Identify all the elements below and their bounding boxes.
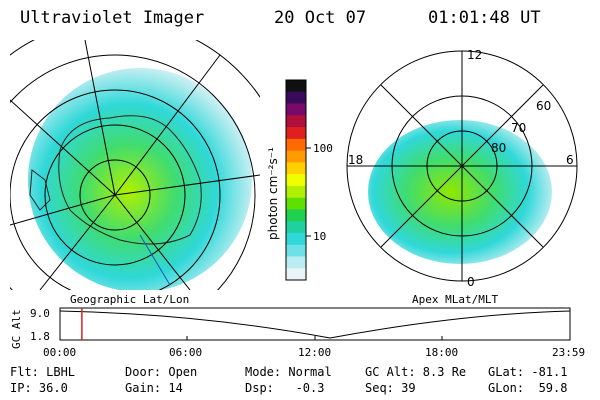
instrument-title: Ultraviolet Imager bbox=[20, 8, 205, 28]
colorbar-segment bbox=[286, 80, 306, 93]
colorbar-segment bbox=[286, 127, 306, 140]
status-dsp: Dsp: -0.3 bbox=[245, 381, 325, 395]
colorbar-segment bbox=[286, 268, 306, 281]
status-glon: GLon: 59.8 bbox=[488, 381, 568, 395]
antarctica-coastline bbox=[58, 115, 202, 245]
colorbar-segment bbox=[286, 232, 306, 246]
left-geographic-map bbox=[10, 40, 260, 290]
colorbar-segment bbox=[286, 103, 306, 116]
colorbar-segment bbox=[286, 256, 306, 269]
mlt-label-12: 12 bbox=[467, 48, 482, 62]
colorbar-segment bbox=[286, 150, 306, 163]
colorbar bbox=[286, 80, 306, 281]
altitude-ytick-high: 9.0 bbox=[30, 307, 50, 320]
altitude-ylabel: GC Alt bbox=[10, 309, 23, 349]
colorbar-segment bbox=[286, 221, 306, 234]
terminator-line bbox=[139, 234, 171, 286]
time-label: 01:01:48 UT bbox=[428, 8, 541, 28]
altitude-ytick-low: 1.8 bbox=[30, 330, 50, 343]
altitude-curve bbox=[59, 310, 571, 339]
mlt-label-18: 18 bbox=[348, 153, 363, 167]
status-door: Door: Open bbox=[125, 365, 198, 379]
xtick-1200: 12:00 bbox=[298, 346, 331, 359]
colorbar-segment bbox=[286, 244, 306, 257]
colorbar-segment bbox=[286, 115, 306, 128]
status-glat: GLat: -81.1 bbox=[488, 365, 568, 379]
mlt-label-6: 6 bbox=[566, 153, 574, 167]
colorbar-segment bbox=[286, 91, 306, 105]
xtick-2359: 23:59 bbox=[552, 346, 585, 359]
mlat-label-80: 80 bbox=[491, 141, 506, 155]
xtick-1800: 18:00 bbox=[425, 346, 458, 359]
left-lon-lines bbox=[10, 40, 260, 290]
peninsula-coastline bbox=[29, 169, 51, 211]
colorbar-label-100: 100 bbox=[313, 142, 333, 155]
status-ip: IP: 36.0 bbox=[10, 381, 68, 395]
colorbar-segment bbox=[286, 185, 306, 199]
status-flt: Flt: LBHL bbox=[10, 365, 76, 379]
altitude-xticks-marks bbox=[186, 336, 443, 340]
right-aurora-image bbox=[368, 120, 552, 264]
left-map-caption: Geographic Lat/Lon bbox=[70, 293, 189, 306]
status-seq: Seq: 39 bbox=[365, 381, 416, 395]
colorbar-frame bbox=[285, 79, 307, 281]
date-label: 20 Oct 07 bbox=[274, 8, 367, 28]
colorbar-segment bbox=[286, 209, 306, 222]
mlat-label-60: 60 bbox=[536, 99, 551, 113]
xtick-0600: 06:00 bbox=[169, 346, 202, 359]
status-gain: Gain: 14 bbox=[125, 381, 183, 395]
right-mlt-lines bbox=[347, 51, 577, 281]
colorbar-label-10: 10 bbox=[313, 230, 326, 243]
mlat-label-70: 70 bbox=[511, 121, 526, 135]
right-apex-map: 12 18 6 0 60 70 80 bbox=[346, 48, 578, 289]
colorbar-segment bbox=[286, 197, 306, 210]
colorbar-units: photon cm⁻²s⁻¹ bbox=[266, 147, 280, 240]
left-lat-circles bbox=[10, 40, 260, 290]
colorbar-segment bbox=[286, 162, 306, 175]
status-mode: Mode: Normal bbox=[245, 365, 332, 379]
right-map-caption: Apex MLat/MLT bbox=[412, 293, 498, 306]
xtick-0000: 00:00 bbox=[43, 346, 76, 359]
colorbar-segment bbox=[286, 138, 306, 152]
status-gcalt: GC Alt: 8.3 Re bbox=[365, 365, 467, 379]
altitude-plot: GC Alt 9.0 1.8 00:00 06:00 12:00 18:00 2… bbox=[10, 307, 585, 359]
mlt-label-0: 0 bbox=[467, 275, 475, 289]
colorbar-segment bbox=[286, 174, 306, 187]
left-aurora-image bbox=[28, 68, 252, 290]
